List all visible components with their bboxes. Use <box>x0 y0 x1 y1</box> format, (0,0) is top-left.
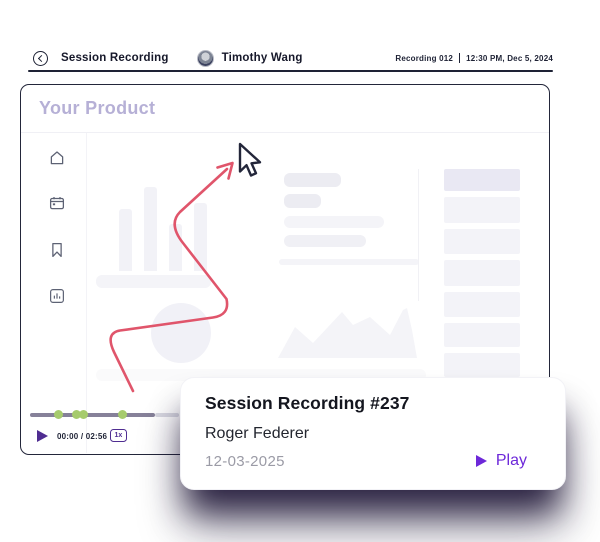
skeleton-bar <box>119 209 132 271</box>
topbar-underline <box>28 70 553 73</box>
skeleton-card <box>444 197 520 223</box>
skeleton-line <box>284 173 341 187</box>
bar-chart-icon[interactable] <box>48 287 66 305</box>
recording-card-row: 12-03-2025 Play <box>205 452 541 470</box>
skeleton-card <box>444 292 520 317</box>
card-play-label: Play <box>495 452 527 469</box>
timeline-event-marker[interactable] <box>79 410 88 419</box>
user-chip[interactable]: Timothy Wang <box>196 49 303 67</box>
bookmark-icon[interactable] <box>48 241 66 259</box>
product-header: Your Product <box>21 85 549 133</box>
meta-separator <box>459 53 461 63</box>
timeline-event-marker[interactable] <box>54 410 63 419</box>
recording-id: Recording 012 <box>395 53 454 63</box>
timeline-event-marker[interactable] <box>118 410 127 419</box>
skeleton-band <box>96 275 211 288</box>
back-button[interactable] <box>33 50 48 66</box>
skeleton-card <box>444 353 520 377</box>
recording-timestamp: 12:30 PM, Dec 5, 2024 <box>466 53 553 63</box>
product-title: Your Product <box>39 98 156 118</box>
play-icon <box>475 455 487 467</box>
skeleton-bar <box>194 203 207 271</box>
sidebar-divider <box>86 133 87 453</box>
skeleton-card <box>444 169 520 191</box>
recording-card-date: 12-03-2025 <box>205 452 285 470</box>
user-name: Timothy Wang <box>221 52 303 64</box>
calendar-icon[interactable] <box>48 194 66 212</box>
chevron-left-icon <box>37 54 46 62</box>
recording-card-title: Session Recording #237 <box>205 393 410 413</box>
avatar <box>196 49 214 67</box>
skeleton-pie <box>151 303 211 363</box>
skeleton-line <box>284 235 366 247</box>
skeleton-card <box>444 323 520 347</box>
skeleton-bar <box>169 224 182 271</box>
playback-speed-button[interactable]: 1x <box>110 429 127 442</box>
skeleton-bar <box>144 187 157 271</box>
skeleton-line <box>284 194 321 208</box>
play-button[interactable] <box>37 430 48 442</box>
top-bar: Session Recording Timothy Wang Recording… <box>28 44 553 72</box>
home-icon[interactable] <box>48 149 66 167</box>
recording-meta: Recording 012 12:30 PM, Dec 5, 2024 <box>395 53 553 63</box>
recording-card-user: Roger Federer <box>205 425 310 442</box>
time-display: 00:00 / 02:56 <box>57 432 108 441</box>
recording-card: Session Recording #237 Roger Federer 12-… <box>180 377 566 490</box>
content-divider <box>418 169 419 301</box>
skeleton-line <box>284 216 384 228</box>
timeline-event-marker[interactable] <box>72 410 81 419</box>
skeleton-card <box>444 260 520 286</box>
timeline-remaining[interactable] <box>155 413 179 417</box>
card-play-button[interactable]: Play <box>475 452 527 470</box>
timeline-scrubber[interactable] <box>30 413 155 417</box>
page-title: Session Recording <box>61 52 169 64</box>
skeleton-card <box>444 229 520 254</box>
skeleton-line <box>279 259 419 265</box>
